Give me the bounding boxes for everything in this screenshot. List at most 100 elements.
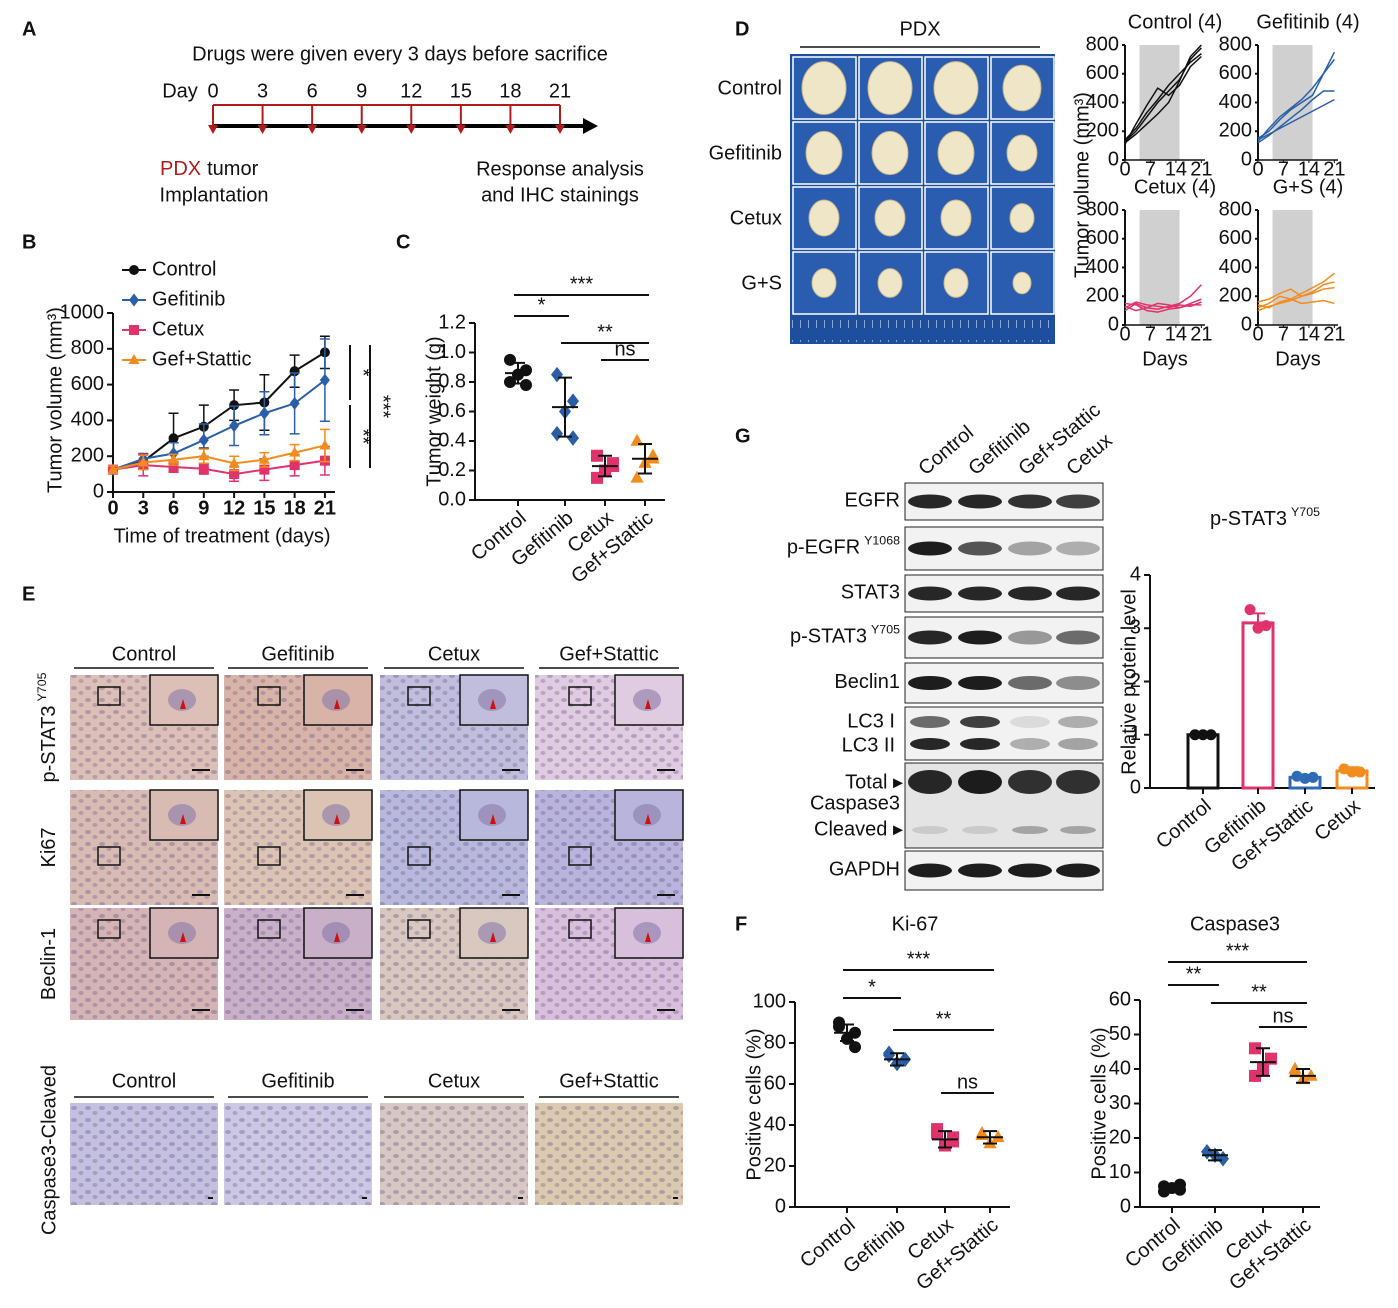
inset-arrow (490, 932, 496, 942)
significance: ** (1251, 981, 1267, 1003)
band (908, 541, 952, 556)
band (962, 826, 998, 834)
row-label: G+S (741, 272, 782, 294)
y-tick-label: 80 (764, 1031, 786, 1053)
inset-cell (168, 922, 196, 944)
sd-bar (598, 454, 612, 478)
inset-cell (322, 689, 350, 711)
row-label: Caspase3-Cleaved (38, 1065, 60, 1235)
row-label: p-STAT3 Y705 (790, 623, 900, 648)
sd-bar (840, 1023, 854, 1042)
row-label: Ki67 (38, 827, 60, 867)
dose-arrow-head (257, 125, 268, 134)
row-label-main: GAPDH (829, 859, 900, 881)
series-line (1257, 286, 1335, 312)
data-point (198, 433, 209, 447)
band (1060, 826, 1096, 834)
x-tick-label: Cetux (1310, 795, 1364, 845)
sd-bar (1165, 1183, 1179, 1193)
band (1008, 676, 1052, 690)
data-point (259, 406, 270, 420)
x-tick-label: 21 (1323, 323, 1345, 345)
day-number: 3 (257, 80, 268, 102)
inset-cell (168, 689, 196, 711)
band (908, 586, 952, 601)
data-point (1189, 729, 1201, 741)
series-line (1257, 272, 1335, 309)
band (958, 586, 1002, 601)
sd-bar (511, 361, 525, 385)
data-point (198, 463, 209, 474)
y-tick-label: 0 (93, 480, 104, 502)
data-point (289, 396, 300, 410)
sd-bar (558, 376, 572, 438)
row-label-main: p-EGFR (787, 537, 860, 559)
sd-bar (983, 1130, 997, 1145)
band (908, 494, 952, 509)
panel-label: G (735, 425, 751, 447)
start-label: PDX tumor (160, 158, 259, 180)
column-header: Gef+Stattic (559, 643, 659, 665)
band (1056, 586, 1100, 601)
band (1010, 716, 1050, 728)
data-point (229, 419, 240, 433)
row-label: EGFR (844, 490, 900, 512)
inset-cell (633, 804, 661, 826)
day-number: 0 (207, 80, 218, 102)
tumor (943, 268, 969, 298)
band (908, 630, 952, 645)
start-label: Implantation (160, 184, 269, 206)
significance: ** (936, 1008, 952, 1030)
roi-box (568, 686, 592, 706)
band (1008, 541, 1052, 556)
y-tick-label: 400 (1086, 256, 1119, 278)
dose-arrow-head (505, 125, 516, 134)
roi-box (568, 919, 592, 939)
y-tick-label: 0 (1241, 313, 1252, 335)
row-label: LC3 II (842, 734, 895, 756)
row-label-sup: Y705 (871, 623, 900, 637)
roi-box (97, 919, 121, 939)
data-point (947, 1135, 959, 1148)
y-axis-label: Positive cells (%) (1088, 1027, 1110, 1179)
micrograph-texture (380, 1103, 528, 1205)
data-point (258, 453, 270, 464)
row-label-main: p-STAT3 (38, 705, 60, 782)
row-label: Beclin-1 (38, 928, 60, 1000)
band (958, 494, 1002, 509)
data-point (289, 446, 301, 457)
y-tick-label: 1000 (60, 301, 105, 323)
day-number: 6 (307, 80, 318, 102)
legend-marker (129, 293, 139, 307)
row-label-main: STAT3 (841, 582, 900, 604)
row-label: Control (718, 77, 782, 99)
tumor (808, 199, 840, 237)
band (1008, 494, 1052, 509)
band (910, 716, 950, 728)
x-tick-label: 21 (1190, 158, 1212, 180)
series-line (1124, 298, 1202, 313)
data-point (931, 1127, 943, 1140)
data-point (630, 433, 644, 446)
row-label: Gefitinib (709, 142, 782, 164)
y-tick-label: 600 (71, 373, 104, 395)
y-tick-label: 600 (1086, 62, 1119, 84)
chart-title: G+S (4) (1273, 176, 1344, 198)
band (1008, 630, 1052, 645)
x-tick-label: 21 (1190, 323, 1212, 345)
data-point (229, 400, 240, 411)
y-tick-label: 0 (775, 1195, 786, 1217)
row-label-sup: Y705 (35, 672, 49, 701)
inset-cell (478, 922, 506, 944)
data-point (1354, 766, 1366, 778)
series-line (1257, 58, 1335, 140)
data-point (1307, 771, 1319, 783)
dose-arrow-head (555, 125, 565, 134)
row-label-main: Beclin-1 (38, 928, 60, 1000)
y-tick-label: 800 (1086, 198, 1119, 220)
inset-cell (168, 804, 196, 826)
band (1058, 716, 1098, 728)
tumor (805, 130, 843, 176)
start-rest: tumor (207, 158, 258, 180)
roi-box (407, 919, 431, 939)
